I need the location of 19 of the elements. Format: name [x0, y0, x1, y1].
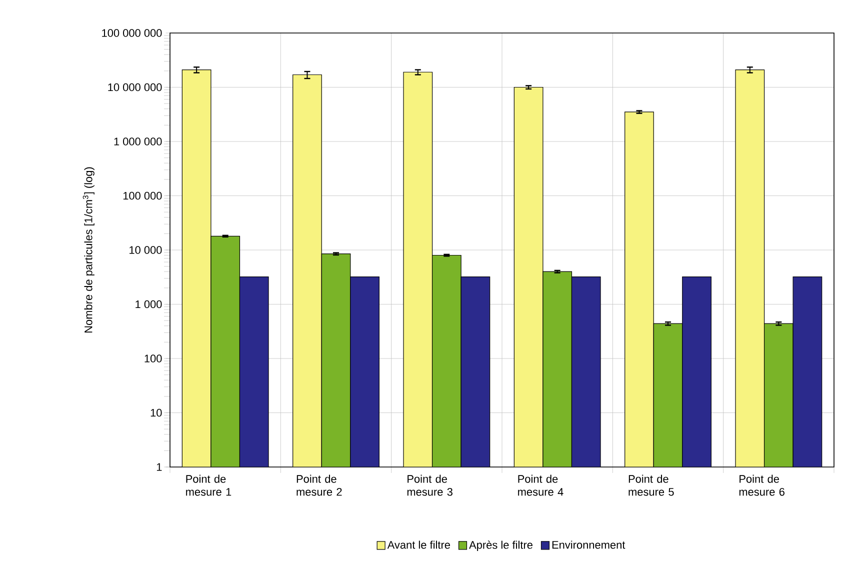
y-tick-label: 1 [156, 463, 162, 471]
y-tick-label: 100 000 [123, 192, 162, 200]
x-tick-label: Point de mesure 2 [296, 474, 342, 496]
y-axis-title: Nombre de particules [1/cm$^{3}$] (log) [82, 167, 94, 332]
y-tick-label: 10 [150, 408, 162, 417]
y-tick-label: 100 000 000 [102, 29, 162, 37]
x-tick-label: Point de mesure 6 [739, 474, 784, 496]
legend-label: Avant le filtre [387, 540, 450, 549]
y-tick-label: 100 [144, 354, 162, 362]
legend-label: Environnement [552, 540, 626, 549]
legend-label: Après le filtre [469, 540, 532, 551]
y-tick-label: 1 000 000 [114, 138, 162, 146]
x-tick-label: Point de mesure 5 [628, 474, 674, 496]
y-tick-label: 10 000 [130, 246, 162, 254]
y-tick-label: 1 000 [136, 300, 162, 308]
y-tick-label: 10 000 000 [108, 83, 162, 92]
x-tick-label: Point de mesure 4 [518, 474, 564, 496]
x-tick-label: Point de mesure 3 [407, 474, 452, 496]
x-tick-label: Point de mesure 1 [186, 474, 232, 496]
